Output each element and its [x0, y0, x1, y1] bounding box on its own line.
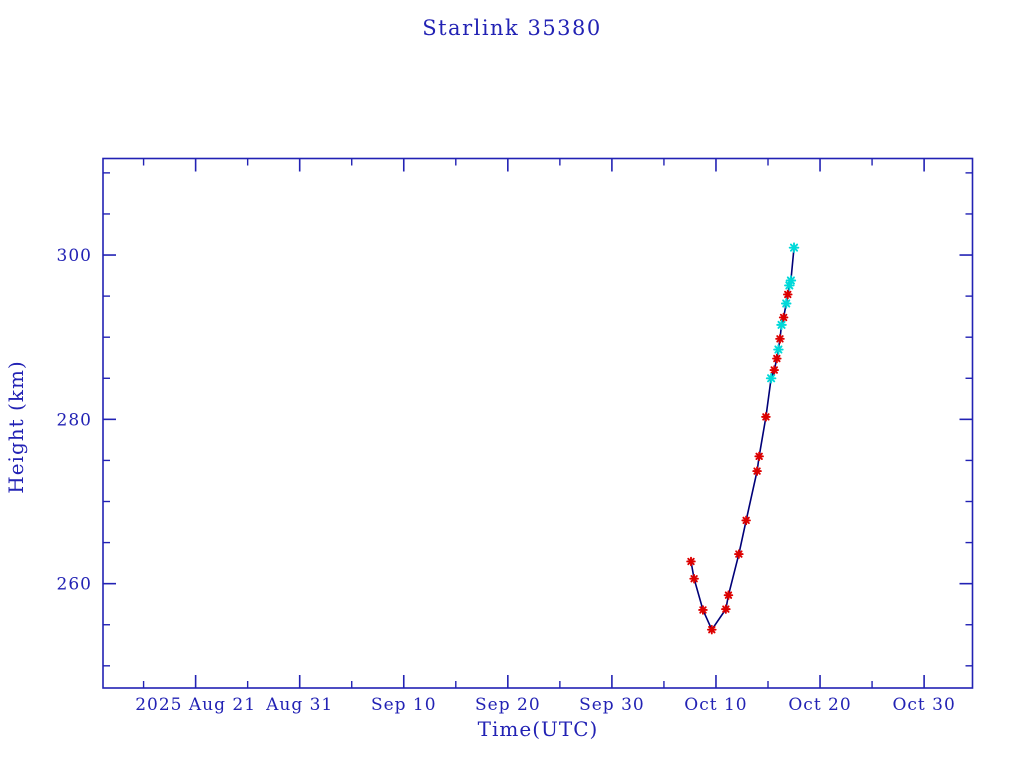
asterisk-marker-stroke — [687, 557, 695, 566]
x-tick-label: Sep 10 — [371, 695, 437, 715]
height-track-line — [690, 247, 795, 631]
asterisk-marker-stroke — [762, 413, 770, 421]
asterisk-marker-stroke — [708, 625, 716, 634]
red-asterisk-markers-point — [686, 556, 696, 567]
cyan-asterisk-markers-point — [788, 242, 800, 253]
x-tick-label: 2025 Aug 21 — [135, 695, 256, 715]
cyan-asterisk-markers-point — [785, 275, 797, 286]
asterisk-marker-stroke — [777, 320, 786, 329]
asterisk-marker-stroke — [773, 354, 781, 363]
asterisk-marker-stroke — [767, 374, 776, 383]
plot-frame — [102, 157, 974, 689]
asterisk-marker-stroke — [722, 605, 730, 613]
cyan-asterisk-markers-point — [776, 319, 787, 331]
cyan-asterisk-markers-point — [780, 298, 792, 309]
asterisk-marker-stroke — [782, 299, 791, 308]
asterisk-marker-stroke — [770, 366, 778, 374]
red-asterisk-markers-point — [783, 289, 793, 300]
asterisk-marker-stroke — [774, 345, 783, 354]
asterisk-marker-stroke — [690, 575, 698, 583]
asterisk-marker-stroke — [699, 606, 707, 614]
asterisk-marker-stroke — [755, 452, 763, 461]
red-asterisk-markers-point — [734, 549, 744, 559]
red-asterisk-markers-point — [752, 466, 762, 476]
cyan-asterisk-markers-point — [765, 373, 777, 384]
red-asterisk-markers-point — [721, 604, 731, 614]
x-tick-label: Sep 30 — [579, 695, 645, 715]
asterisk-marker-stroke — [735, 550, 743, 558]
red-asterisk-markers-point — [689, 573, 699, 584]
red-asterisk-markers-point — [772, 353, 782, 364]
x-axis-label: Time(UTC) — [477, 717, 599, 741]
red-asterisk-markers-point — [741, 515, 751, 526]
y-tick-label: 260 — [57, 575, 92, 595]
asterisk-marker-stroke — [789, 243, 799, 252]
red-asterisk-markers-point — [778, 312, 789, 323]
red-asterisk-markers-point — [698, 605, 708, 615]
asterisk-marker-stroke — [776, 335, 784, 343]
red-asterisk-markers-point — [769, 365, 779, 375]
cyan-asterisk-markers-point — [773, 344, 784, 355]
y-tick-label: 280 — [57, 410, 92, 430]
asterisk-marker-stroke — [742, 516, 750, 525]
x-tick-label: Sep 20 — [475, 695, 541, 715]
x-tick-label: Oct 20 — [788, 695, 851, 715]
y-tick-label: 300 — [57, 246, 92, 266]
x-tick-label: Oct 30 — [892, 695, 955, 715]
x-tick-label: Oct 10 — [684, 695, 747, 715]
asterisk-marker-stroke — [753, 467, 761, 475]
asterisk-marker-stroke — [786, 276, 795, 285]
red-asterisk-markers-point — [707, 624, 717, 635]
asterisk-marker-stroke — [724, 591, 733, 599]
asterisk-marker-stroke — [779, 313, 788, 322]
red-asterisk-markers-point — [723, 590, 734, 600]
asterisk-marker-stroke — [784, 290, 792, 299]
red-asterisk-markers-point — [761, 412, 771, 422]
x-tick-label: Aug 31 — [265, 695, 333, 715]
red-asterisk-markers-point — [754, 451, 764, 462]
red-asterisk-markers-point — [775, 334, 785, 344]
chart-title: Starlink 35380 — [422, 16, 602, 40]
